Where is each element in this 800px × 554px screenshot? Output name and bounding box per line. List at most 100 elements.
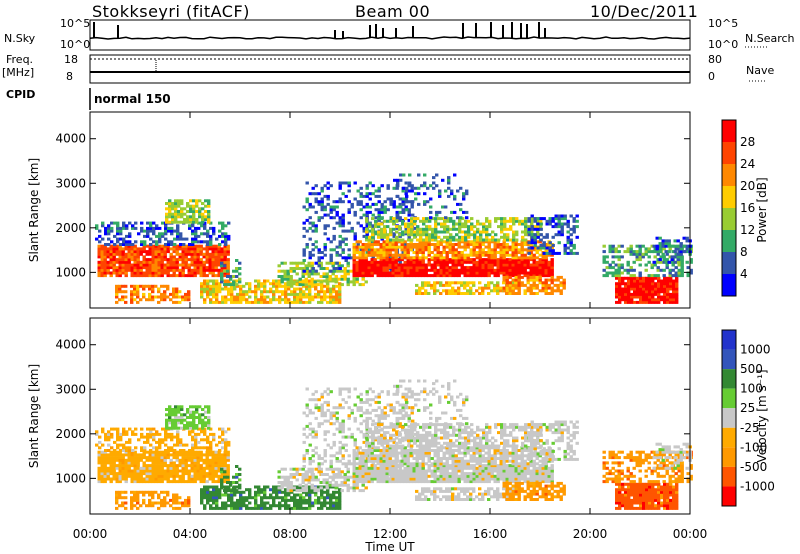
- power-cell: [320, 298, 324, 302]
- power-cell: [200, 224, 204, 228]
- power-cell: [100, 247, 104, 251]
- power-cell: [362, 213, 366, 217]
- velocity-cell: [155, 446, 159, 450]
- velocity-cell: [163, 504, 167, 508]
- power-cell: [392, 202, 396, 206]
- velocity-cell: [103, 456, 107, 460]
- velocity-cell: [248, 506, 252, 510]
- power-cell: [650, 266, 654, 270]
- power-cell: [332, 237, 336, 241]
- velocity-cell: [186, 410, 190, 414]
- power-cell: [438, 192, 442, 196]
- velocity-cell: [97, 466, 101, 470]
- power-cell: [176, 234, 180, 238]
- power-cell: [296, 300, 300, 304]
- power-cell: [391, 245, 395, 249]
- power-cell: [437, 222, 441, 226]
- power-cell: [514, 275, 518, 279]
- velocity-cell: [149, 435, 153, 439]
- power-cell: [275, 290, 279, 294]
- power-cell: [618, 276, 622, 280]
- power-cell: [332, 200, 336, 204]
- velocity-cell: [269, 488, 273, 492]
- velocity-cell: [299, 485, 303, 489]
- power-cell: [214, 247, 218, 251]
- velocity-cell: [151, 461, 155, 465]
- power-cell: [602, 274, 606, 278]
- power-cell: [382, 243, 386, 246]
- velocity-cell: [242, 496, 246, 500]
- power-cell: [635, 255, 639, 259]
- power-cell: [97, 244, 101, 248]
- velocity-cell: [128, 438, 132, 442]
- power-cell: [411, 200, 415, 204]
- power-cell: [263, 298, 267, 302]
- power-cell: [293, 298, 297, 302]
- velocity-cell: [201, 421, 205, 425]
- power-cell: [361, 266, 365, 270]
- velocity-cell: [311, 490, 315, 494]
- power-cell: [627, 279, 631, 283]
- power-cell: [521, 238, 525, 242]
- power-cell: [118, 260, 122, 264]
- power-cell: [314, 200, 318, 204]
- power-cell: [361, 271, 365, 275]
- power-cell: [566, 219, 570, 223]
- velocity-cell: [284, 498, 288, 502]
- power-cell: [653, 247, 657, 251]
- power-cell: [377, 186, 381, 190]
- power-cell: [169, 268, 173, 272]
- velocity-cell: [217, 461, 221, 465]
- power-cell: [223, 244, 227, 248]
- power-cell: [608, 266, 612, 270]
- power-cell: [547, 278, 551, 282]
- power-cell: [429, 184, 433, 188]
- velocity-cell: [218, 427, 222, 431]
- velocity-cell: [221, 504, 225, 508]
- velocity-cell: [170, 446, 174, 450]
- velocity-cell: [338, 493, 342, 497]
- velocity-cell: [118, 456, 122, 460]
- velocity-cell: [142, 480, 146, 484]
- power-cell: [242, 292, 246, 296]
- power-cell: [421, 243, 425, 246]
- power-cell: [633, 287, 637, 291]
- power-cell: [394, 240, 398, 244]
- velocity-cell: [233, 501, 237, 505]
- power-cell: [214, 258, 218, 262]
- velocity-cell: [154, 450, 158, 454]
- power-cell: [217, 268, 221, 272]
- power-cell: [392, 217, 396, 221]
- power-cell: [403, 248, 407, 252]
- power-cell: [180, 202, 184, 205]
- power-cell: [176, 224, 180, 228]
- power-cell: [299, 295, 303, 299]
- power-cell: [391, 258, 395, 262]
- power-cell: [130, 252, 134, 256]
- power-cell: [374, 216, 378, 220]
- velocity-cell: [320, 490, 324, 494]
- power-cell: [430, 266, 434, 270]
- velocity-cell: [109, 466, 113, 470]
- power-cell: [550, 281, 554, 285]
- power-cell: [508, 283, 512, 287]
- power-cell: [371, 184, 375, 188]
- power-cell: [251, 300, 255, 304]
- power-cell: [642, 300, 646, 304]
- power-cell: [575, 251, 579, 255]
- velocity-cell: [293, 496, 297, 500]
- power-cell: [304, 269, 308, 273]
- power-cell: [151, 298, 155, 302]
- power-cell: [325, 275, 329, 278]
- power-cell: [169, 247, 173, 251]
- power-cell: [511, 286, 515, 290]
- velocity-cell: [184, 456, 188, 460]
- velocity-cell: [115, 458, 119, 462]
- power-cell: [103, 271, 107, 275]
- power-cell: [557, 230, 561, 234]
- power-cell: [418, 260, 422, 264]
- velocity-cell: [154, 501, 158, 505]
- power-cell: [170, 226, 174, 230]
- power-cell: [385, 240, 389, 244]
- power-cell: [520, 260, 524, 264]
